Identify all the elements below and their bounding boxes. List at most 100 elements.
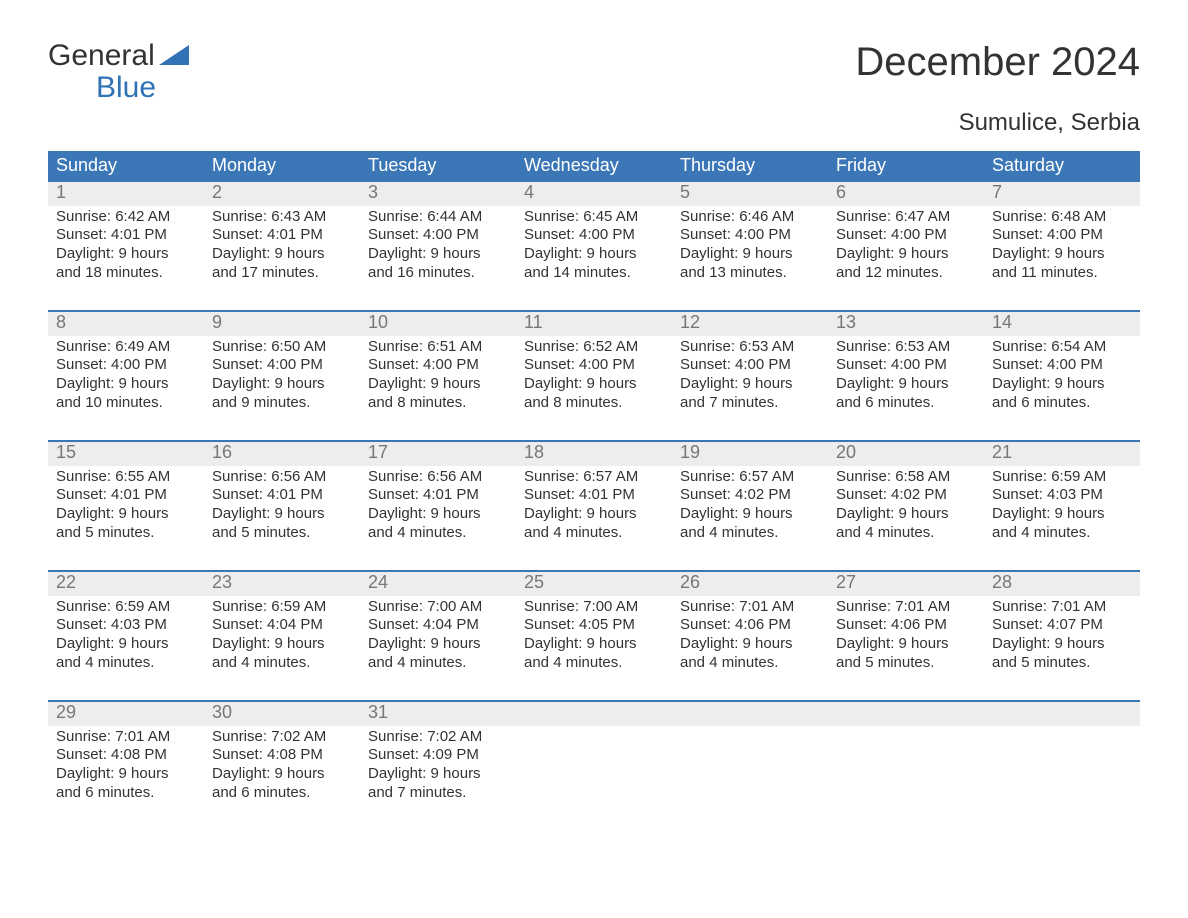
sunrise-line: Sunrise: 6:44 AM	[368, 208, 508, 227]
day-cell: 20Sunrise: 6:58 AMSunset: 4:02 PMDayligh…	[828, 442, 984, 560]
sunset-line: Sunset: 4:00 PM	[680, 356, 820, 375]
daylight-line2: and 4 minutes.	[524, 654, 664, 673]
daylight-line1: Daylight: 9 hours	[836, 245, 976, 264]
day-cell: 17 Sunrise: 6:56 AMSunset: 4:01 PMDayligh…	[360, 442, 516, 560]
day-cell: 12Sunrise: 6:53 AMSunset: 4:00 PMDayligh…	[672, 312, 828, 430]
day-cell: 9Sunrise: 6:50 AMSunset: 4:00 PMDaylight…	[204, 312, 360, 430]
day-data: Sunrise: 6:57 AMSunset: 4:02 PMDaylight:…	[672, 466, 828, 547]
daylight-line1: Daylight: 9 hours	[680, 375, 820, 394]
sunrise-line: Sunrise: 6:46 AM	[680, 208, 820, 227]
daylight-line1: Daylight: 9 hours	[524, 245, 664, 264]
sunset-line: Sunset: 4:00 PM	[56, 356, 196, 375]
day-cell: 11Sunrise: 6:52 AMSunset: 4:00 PMDayligh…	[516, 312, 672, 430]
logo-word2: Blue	[48, 72, 189, 104]
day-data: Sunrise: 7:01 AMSunset: 4:06 PMDaylight:…	[828, 596, 984, 677]
day-cell: 18Sunrise: 6:57 AMSunset: 4:01 PMDayligh…	[516, 442, 672, 560]
day-number: 17	[360, 442, 516, 466]
daylight-line2: and 6 minutes.	[56, 784, 196, 803]
day-number: 29	[48, 702, 204, 726]
sunrise-line: Sunrise: 6:54 AM	[992, 338, 1132, 357]
day-cell: 13Sunrise: 6:53 AMSunset: 4:00 PMDayligh…	[828, 312, 984, 430]
sunrise-line: Sunrise: 6:56 AM	[368, 468, 508, 487]
sunset-line: Sunset: 4:01 PM	[56, 226, 196, 245]
day-number: 28	[984, 572, 1140, 596]
sunset-line: Sunset: 4:03 PM	[56, 616, 196, 635]
day-data: Sunrise: 6:46 AMSunset: 4:00 PMDaylight:…	[672, 206, 828, 287]
daylight-line2: and 4 minutes.	[836, 524, 976, 543]
sunset-line: Sunset: 4:06 PM	[836, 616, 976, 635]
day-data: Sunrise: 6:59 AMSunset: 4:04 PMDaylight:…	[204, 596, 360, 677]
daylight-line1: Daylight: 9 hours	[992, 245, 1132, 264]
day-number	[828, 702, 984, 726]
day-number: 30	[204, 702, 360, 726]
daylight-line2: and 7 minutes.	[368, 784, 508, 803]
day-number: 26	[672, 572, 828, 596]
day-cell	[828, 702, 984, 820]
sunrise-line: Sunrise: 6:56 AM	[212, 468, 352, 487]
day-cell: 15Sunrise: 6:55 AMSunset: 4:01 PMDayligh…	[48, 442, 204, 560]
daylight-line2: and 4 minutes.	[680, 654, 820, 673]
day-number: 24	[360, 572, 516, 596]
day-cell: 21Sunrise: 6:59 AMSunset: 4:03 PMDayligh…	[984, 442, 1140, 560]
day-number: 18	[516, 442, 672, 466]
daylight-line1: Daylight: 9 hours	[368, 505, 508, 524]
day-cell	[672, 702, 828, 820]
daylight-line1: Daylight: 9 hours	[992, 635, 1132, 654]
daylight-line1: Daylight: 9 hours	[56, 245, 196, 264]
sunrise-line: Sunrise: 6:55 AM	[56, 468, 196, 487]
sunrise-line: Sunrise: 6:53 AM	[836, 338, 976, 357]
sunset-line: Sunset: 4:04 PM	[368, 616, 508, 635]
daylight-line2: and 10 minutes.	[56, 394, 196, 413]
day-cell	[984, 702, 1140, 820]
day-cell: 23Sunrise: 6:59 AMSunset: 4:04 PMDayligh…	[204, 572, 360, 690]
day-cell: 5Sunrise: 6:46 AMSunset: 4:00 PMDaylight…	[672, 182, 828, 300]
day-cell: 25Sunrise: 7:00 AMSunset: 4:05 PMDayligh…	[516, 572, 672, 690]
daylight-line2: and 4 minutes.	[212, 654, 352, 673]
daylight-line2: and 14 minutes.	[524, 264, 664, 283]
day-number: 20	[828, 442, 984, 466]
daylight-line1: Daylight: 9 hours	[212, 245, 352, 264]
sunrise-line: Sunrise: 7:02 AM	[212, 728, 352, 747]
day-cell: 19Sunrise: 6:57 AMSunset: 4:02 PMDayligh…	[672, 442, 828, 560]
sunrise-line: Sunrise: 6:47 AM	[836, 208, 976, 227]
sunset-line: Sunset: 4:08 PM	[212, 746, 352, 765]
daylight-line1: Daylight: 9 hours	[836, 505, 976, 524]
sunset-line: Sunset: 4:08 PM	[56, 746, 196, 765]
day-data: Sunrise: 6:47 AMSunset: 4:00 PMDaylight:…	[828, 206, 984, 287]
sunrise-line: Sunrise: 7:02 AM	[368, 728, 508, 747]
sunset-line: Sunset: 4:00 PM	[524, 226, 664, 245]
day-cell	[516, 702, 672, 820]
daylight-line1: Daylight: 9 hours	[212, 765, 352, 784]
daylight-line2: and 4 minutes.	[368, 654, 508, 673]
day-cell: 29Sunrise: 7:01 AMSunset: 4:08 PMDayligh…	[48, 702, 204, 820]
location: Sumulice, Serbia	[48, 109, 1140, 137]
day-cell: 31Sunrise: 7:02 AMSunset: 4:09 PMDayligh…	[360, 702, 516, 820]
sunrise-line: Sunrise: 7:00 AM	[524, 598, 664, 617]
sunrise-line: Sunrise: 6:58 AM	[836, 468, 976, 487]
logo-word1: General	[48, 40, 155, 72]
sunset-line: Sunset: 4:00 PM	[836, 226, 976, 245]
day-data: Sunrise: 6:44 AMSunset: 4:00 PMDaylight:…	[360, 206, 516, 287]
dayname: Wednesday	[516, 151, 672, 180]
day-data: Sunrise: 6:52 AMSunset: 4:00 PMDaylight:…	[516, 336, 672, 417]
daylight-line2: and 6 minutes.	[836, 394, 976, 413]
day-data: Sunrise: 7:02 AMSunset: 4:08 PMDaylight:…	[204, 726, 360, 807]
sunset-line: Sunset: 4:00 PM	[368, 356, 508, 375]
day-number: 22	[48, 572, 204, 596]
daylight-line2: and 17 minutes.	[212, 264, 352, 283]
day-number: 10	[360, 312, 516, 336]
daylight-line1: Daylight: 9 hours	[212, 635, 352, 654]
day-data: Sunrise: 6:45 AMSunset: 4:00 PMDaylight:…	[516, 206, 672, 287]
day-cell: 27Sunrise: 7:01 AMSunset: 4:06 PMDayligh…	[828, 572, 984, 690]
day-data: Sunrise: 6:59 AMSunset: 4:03 PMDaylight:…	[984, 466, 1140, 547]
day-number: 31	[360, 702, 516, 726]
daylight-line1: Daylight: 9 hours	[368, 375, 508, 394]
sunrise-line: Sunrise: 6:45 AM	[524, 208, 664, 227]
daylight-line1: Daylight: 9 hours	[56, 635, 196, 654]
day-number: 2	[204, 182, 360, 206]
daylight-line1: Daylight: 9 hours	[368, 765, 508, 784]
day-number: 9	[204, 312, 360, 336]
sunset-line: Sunset: 4:00 PM	[992, 226, 1132, 245]
week-row: 8Sunrise: 6:49 AMSunset: 4:00 PMDaylight…	[48, 310, 1140, 430]
sunset-line: Sunset: 4:01 PM	[368, 486, 508, 505]
